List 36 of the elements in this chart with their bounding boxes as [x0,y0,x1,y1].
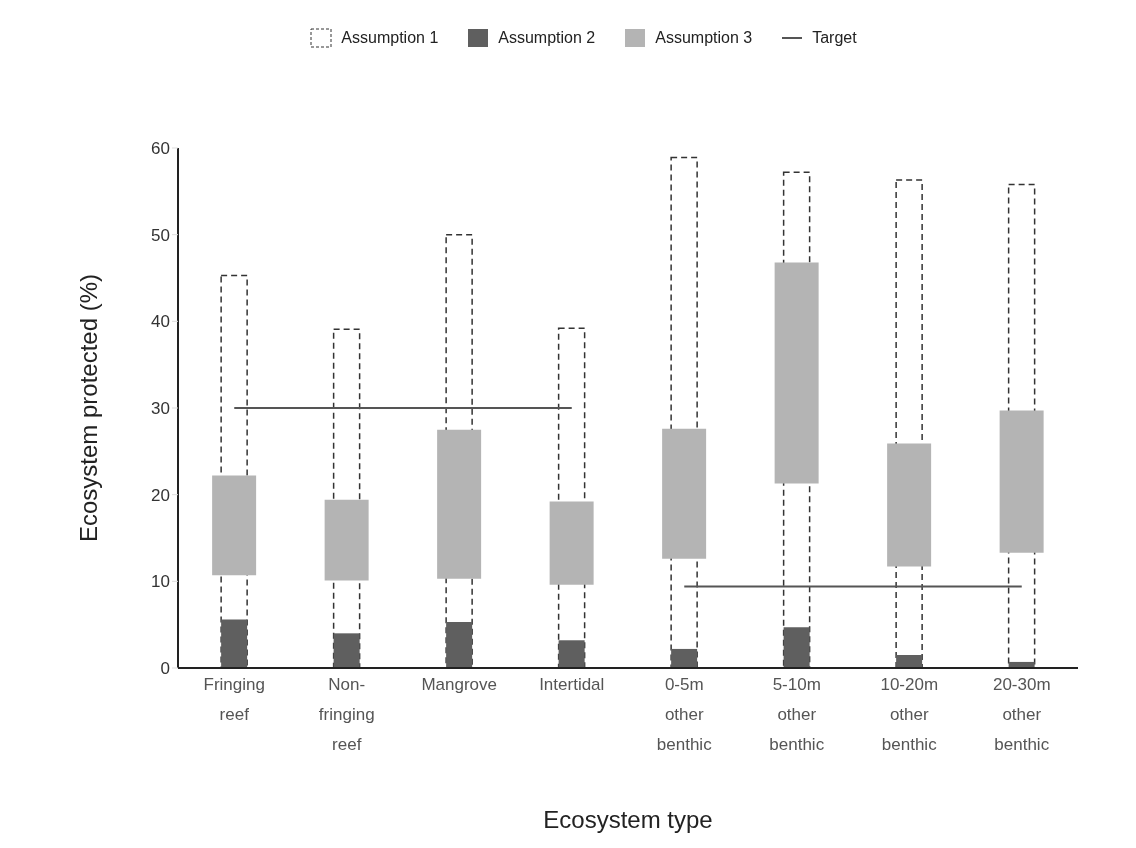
y-tick-label: 30 [151,399,170,419]
x-tick-label: Intertidal [539,675,605,694]
bar [333,633,360,668]
bar [324,499,369,581]
bar [774,262,819,484]
x-tick-label: 10-20m other benthic [880,675,939,754]
legend-label: Assumption 2 [498,29,596,47]
y-axis-title: Ecosystem protected (%) [74,273,102,543]
x-tick-label: 20-30m other benthic [992,675,1051,754]
bar [999,410,1044,553]
bar [446,622,473,668]
y-tick-label: 0 [160,659,170,679]
y-tick-label: 50 [151,225,170,245]
bar [662,428,707,559]
bar [558,640,585,668]
bar [437,429,482,579]
bar [221,619,248,668]
x-tick-label: 0-5m other benthic [656,675,713,754]
y-tick-label: 40 [151,312,170,332]
bar [896,655,923,668]
y-tick-label: 60 [151,139,170,159]
legend-label: Assumption 3 [655,29,753,47]
legend-label: Target [812,29,857,47]
y-tick-label: 10 [151,572,170,592]
y-tick-label: 20 [151,485,170,505]
bar [783,627,810,668]
x-tick-label: Fringing reef [203,675,265,724]
bar [887,443,932,567]
legend-label: Assumption 1 [341,29,439,47]
x-tick-label: 5-10m other benthic [769,675,825,754]
bar [671,648,698,668]
x-axis-title: Ecosystem type [543,806,713,833]
x-tick-label: Non-fringing reef [318,675,375,754]
bar [212,475,257,576]
bar [549,501,594,585]
x-tick-label: Mangrove [421,675,498,694]
